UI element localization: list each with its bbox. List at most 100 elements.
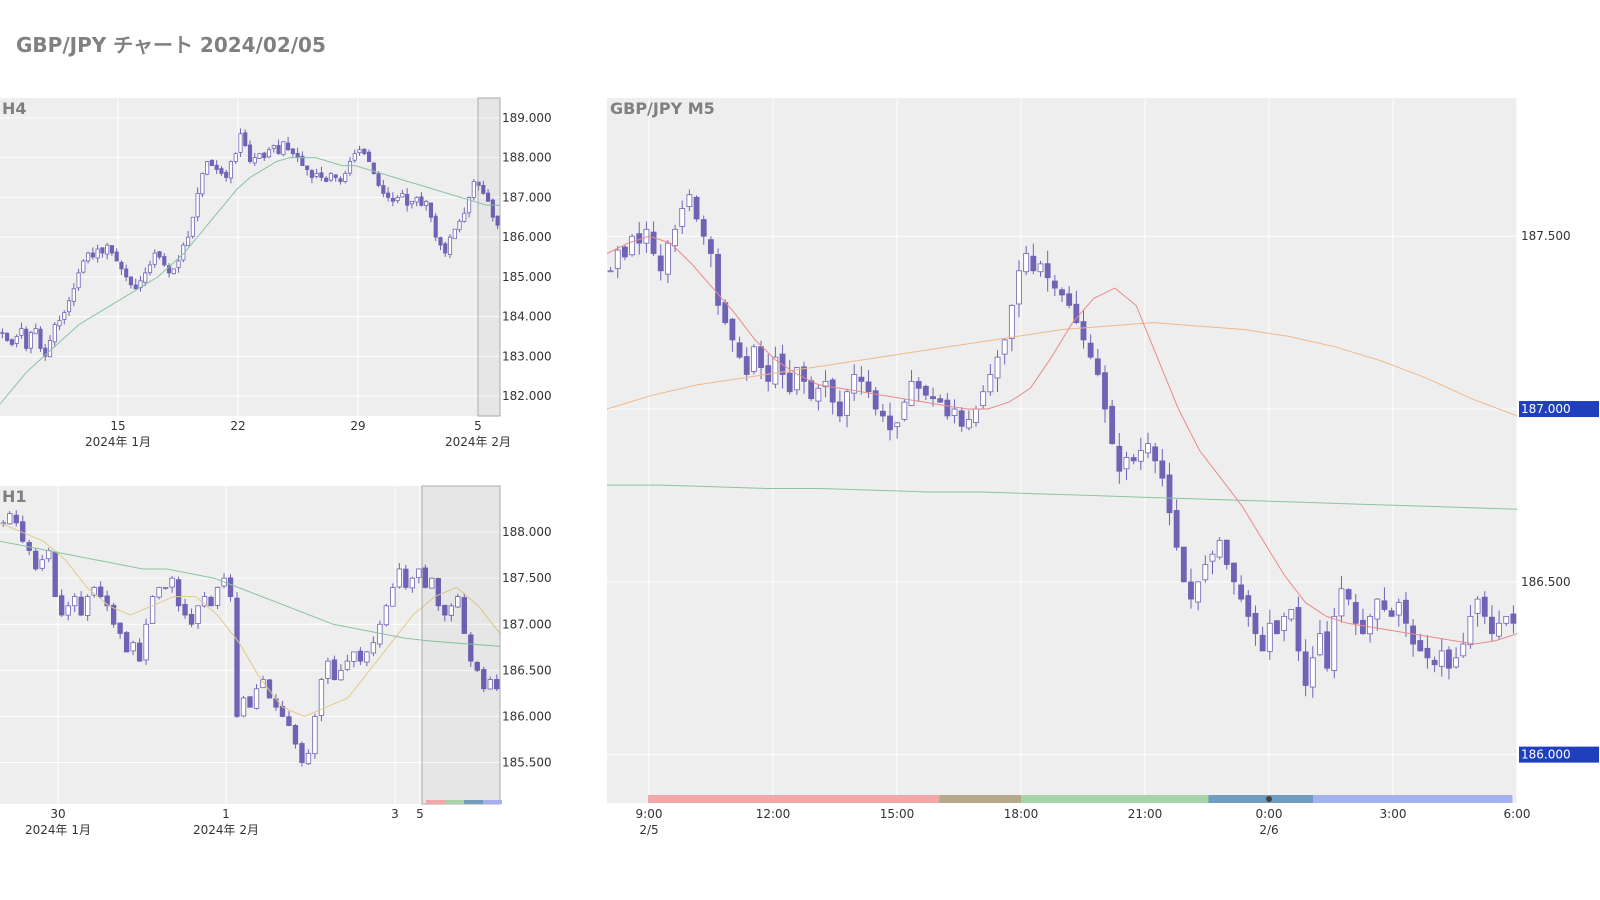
candle-body [376,173,381,186]
candle-body [1259,634,1266,652]
candle-body [123,632,130,653]
candle-body [338,669,344,681]
candle-body [416,568,422,579]
candle-body [195,605,201,624]
candle-body [1374,598,1381,620]
candle-body [1044,263,1051,279]
candle-body [100,247,105,254]
candle-body [1288,609,1295,620]
session-bar-tokyo [647,795,940,803]
session-bar [445,800,464,804]
candle-body [922,385,929,396]
candle-body [182,603,188,616]
candle-body [396,568,403,588]
candle-body [808,380,815,400]
candle-body [1030,255,1037,272]
x-date-label: 2/5 [639,823,658,837]
x-month-label: 2024年 1月 [25,823,91,837]
candle-body [247,696,253,708]
candles [0,510,500,767]
x-tick-label: 30 [50,807,65,821]
candle-body [5,332,10,341]
candle-body [736,342,743,358]
candle-body [366,151,372,163]
candle-body [707,239,714,254]
candle-body [257,153,262,159]
candle-body [7,513,13,525]
x-tick-label: 1 [222,807,230,821]
candle-body [130,642,136,652]
candle-body [462,212,467,222]
candle-body [1209,553,1216,562]
candle-body [253,688,260,709]
candle-body [614,249,621,270]
candle-body [240,697,247,717]
candle-body [1180,546,1187,583]
x-tick-label: 6:00 [1504,807,1531,821]
plot-area [607,98,1517,803]
candles [607,189,1517,698]
candle-body [729,318,736,341]
x-tick-label: 0:00 [1256,807,1283,821]
candle-body [414,196,419,203]
candle-body [162,256,167,266]
candle-body [390,197,395,202]
candle-body [352,153,357,161]
candle-body [219,168,224,174]
candle-body [1467,615,1474,646]
candle-body [1381,600,1388,610]
candle-body [448,605,454,616]
candle-body [930,396,936,400]
candle-body [370,642,377,654]
x-month-label: 2024年 2月 [193,823,259,837]
candle-body [90,252,95,258]
y-tick-label: 184.000 [502,310,552,324]
candle-body [214,586,221,606]
candle-body [958,410,965,427]
candle-body [987,374,994,393]
x-tick-label: 3 [391,807,399,821]
candle-body [295,153,300,159]
candle-body [114,251,119,262]
candle-body [461,597,467,634]
candle-body [119,261,124,270]
candle-body [377,623,383,645]
candle-body [858,376,865,382]
candle-body [357,149,362,154]
candle-body [72,596,78,607]
candle-body [71,288,76,302]
candle-body [865,381,872,393]
candle-body [758,346,764,368]
candle-body [1195,581,1202,603]
candle-body [243,132,248,147]
candle-body [333,174,338,178]
candle-body [190,216,195,237]
candle-body [1388,610,1395,617]
candle-body [338,178,343,182]
candle-body [495,215,500,226]
candle-body [1238,584,1245,600]
candle-body [318,679,325,716]
candle-body [1410,625,1417,645]
candle-body [1474,598,1481,614]
candle-body [362,148,367,155]
y-tick-label: 185.000 [502,270,552,284]
candle-body [1087,342,1094,358]
candle-body [438,237,443,246]
candle-body [1145,443,1151,454]
candle-body [46,550,52,560]
candle-body [793,367,800,391]
candle-body [879,410,886,417]
candle-body [973,408,979,424]
candle-body [104,595,110,607]
candle-body [1281,615,1288,631]
candle-body [452,228,457,240]
candle-body [786,372,793,393]
candle-body [76,272,81,289]
candle-body [300,155,305,166]
candle-body [629,235,635,256]
candle-body [290,148,295,155]
candle-body [851,374,858,394]
candle-body [390,586,396,607]
candle-body [1137,450,1144,462]
